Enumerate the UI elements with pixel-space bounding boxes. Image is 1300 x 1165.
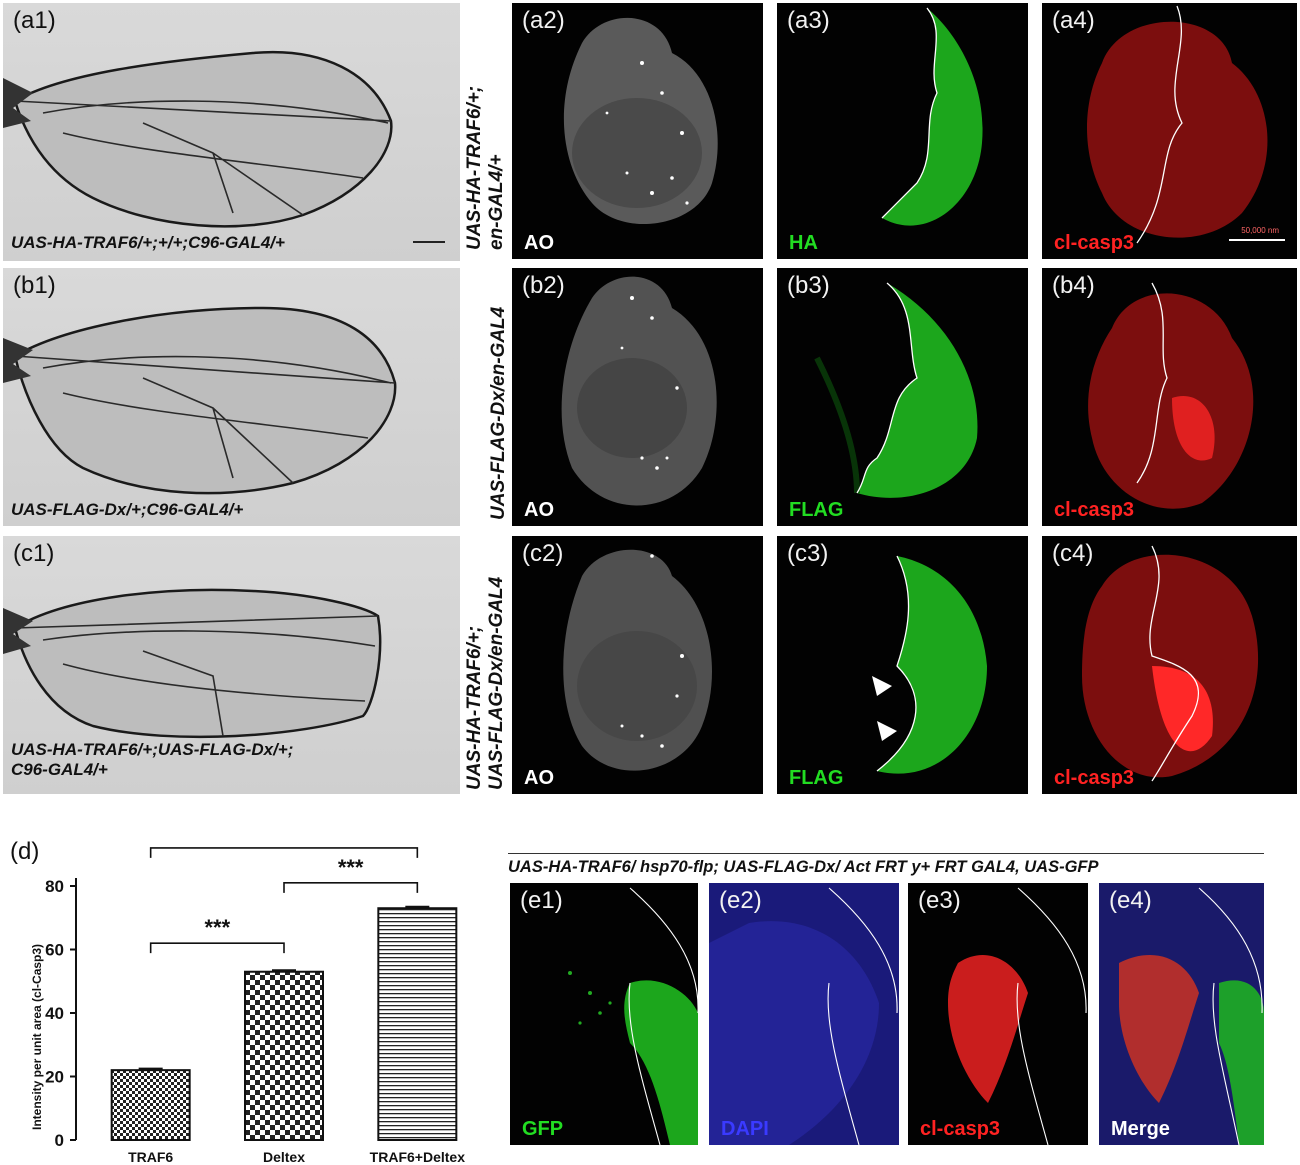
header-rule	[508, 853, 1264, 854]
significance-bracket	[149, 847, 419, 858]
gfp-image	[568, 887, 698, 1145]
y-tick-label: 40	[45, 1004, 64, 1023]
stain-label: DAPI	[721, 1118, 769, 1140]
flag-disc-image	[872, 555, 987, 774]
disc-panel-b4: (b4) cl-casp3	[1042, 268, 1297, 526]
casp3-disc-image	[1087, 5, 1268, 244]
panel-label: (a4)	[1052, 7, 1095, 34]
x-tick-label: TRAF6+Deltex	[370, 1149, 466, 1165]
panel-label: (c3)	[787, 540, 829, 567]
stain-label: FLAG	[789, 499, 844, 521]
stain-label: HA	[789, 232, 818, 254]
stain-label: AO	[524, 499, 554, 521]
casp3-disc-image	[1082, 545, 1259, 782]
scale-bar-text: 50,000 nm	[1241, 226, 1279, 235]
wing-panel-c1: (c1) UAS-HA-TRAF6/+;UAS-FLAG-Dx/+; C96-G…	[3, 536, 460, 794]
clone-panel-e1: (e1) GFP	[510, 883, 698, 1145]
genotype-label: UAS-HA-TRAF6/+;UAS-FLAG-Dx/+; C96-GAL4/+	[11, 740, 294, 780]
arrowhead-icon	[872, 676, 892, 696]
clone-panel-e2: (e2) DAPI	[709, 883, 899, 1145]
panel-label: (b4)	[1052, 272, 1095, 299]
disc-panel-a2: (a2) AO	[512, 3, 763, 259]
disc-panel-c4: (c4) cl-casp3	[1042, 536, 1297, 794]
y-tick-label: 60	[45, 941, 64, 960]
dapi-image	[709, 883, 899, 1145]
stain-label: GFP	[522, 1118, 564, 1140]
panel-label: (e4)	[1109, 887, 1152, 914]
panel-label: (b2)	[522, 272, 565, 299]
significance-bracket	[283, 882, 419, 893]
stain-label: cl-casp3	[1054, 232, 1135, 254]
bar	[244, 970, 324, 1141]
disc-panel-c3: (c3) FLAG	[777, 536, 1028, 794]
y-tick-label: 20	[45, 1068, 64, 1087]
clone-genotype-header: UAS-HA-TRAF6/ hsp70-flp; UAS-FLAG-Dx/ Ac…	[508, 858, 1099, 876]
wing-image	[3, 306, 397, 495]
bar	[377, 907, 458, 1141]
panel-label: (c2)	[522, 540, 564, 567]
panel-label: (c1)	[13, 540, 55, 567]
significance-label: ***	[338, 855, 364, 880]
merge-image	[1099, 883, 1264, 1145]
flag-disc-image	[814, 282, 978, 498]
panel-label: (a3)	[787, 7, 830, 34]
scale-bar	[413, 241, 445, 243]
bar-chart: 020406080TRAF6DeltexTRAF6+Deltex********…	[45, 847, 466, 1165]
disc-panel-b2: (b2) AO	[512, 268, 763, 526]
wing-image	[3, 50, 393, 228]
panel-label: (a2)	[522, 7, 565, 34]
panel-label: (e2)	[719, 887, 762, 914]
casp3-disc-image	[1088, 282, 1254, 509]
bar	[110, 1069, 191, 1141]
stain-label: FLAG	[789, 767, 844, 789]
row-label-b: UAS-FLAG-Dx/en-GAL4	[488, 306, 509, 520]
panel-label: (e3)	[918, 887, 961, 914]
y-tick-label: 0	[55, 1131, 64, 1150]
x-tick-label: Deltex	[263, 1149, 305, 1165]
ha-disc-image	[881, 7, 983, 226]
scale-bar	[1229, 239, 1285, 241]
panel-label: (d)	[10, 838, 40, 865]
wing-panel-b1: (b1) UAS-FLAG-Dx/+;C96-GAL4/+	[3, 268, 460, 526]
panel-label: (a1)	[13, 7, 56, 34]
clone-panel-e4: (e4) Merge	[1099, 883, 1264, 1145]
stain-label: cl-casp3	[920, 1118, 1001, 1140]
row-label-a: UAS-HA-TRAF6/+; en-GAL4/+	[464, 85, 507, 250]
ao-disc-image	[563, 549, 712, 771]
x-tick-label: TRAF6	[128, 1149, 173, 1165]
genotype-label: UAS-FLAG-Dx/+;C96-GAL4/+	[11, 500, 244, 519]
stain-label: cl-casp3	[1054, 499, 1135, 521]
wing-image	[3, 588, 382, 739]
row-label-c: UAS-HA-TRAF6/+; UAS-FLAG-Dx/en-GAL4	[464, 576, 507, 790]
y-tick-label: 80	[45, 877, 64, 896]
panel-label: (c4)	[1052, 540, 1094, 567]
arrowhead-icon	[877, 721, 897, 741]
stain-label: Merge	[1111, 1118, 1170, 1140]
significance-bracket	[149, 942, 285, 954]
disc-panel-a3: (a3) HA	[777, 3, 1028, 259]
stain-label: AO	[524, 767, 554, 789]
disc-panel-a4: (a4) cl-casp3 50,000 nm	[1042, 3, 1297, 259]
panel-label: (b1)	[13, 272, 56, 299]
panel-label: (b3)	[787, 272, 830, 299]
wing-panel-a1: (a1) UAS-HA-TRAF6/+;+/+;C96-GAL4/+	[3, 3, 460, 261]
ao-disc-image	[561, 276, 717, 506]
genotype-label: UAS-HA-TRAF6/+;+/+;C96-GAL4/+	[11, 233, 285, 252]
panel-label: (e1)	[520, 887, 563, 914]
significance-label: ***	[204, 915, 230, 940]
clone-panel-e3: (e3) cl-casp3	[908, 883, 1088, 1145]
disc-panel-b3: (b3) FLAG	[777, 268, 1028, 526]
disc-panel-c2: (c2) AO	[512, 536, 763, 794]
casp3-image	[948, 887, 1087, 1145]
stain-label: AO	[524, 232, 554, 254]
ao-disc-image	[563, 17, 718, 225]
stain-label: cl-casp3	[1054, 767, 1135, 789]
